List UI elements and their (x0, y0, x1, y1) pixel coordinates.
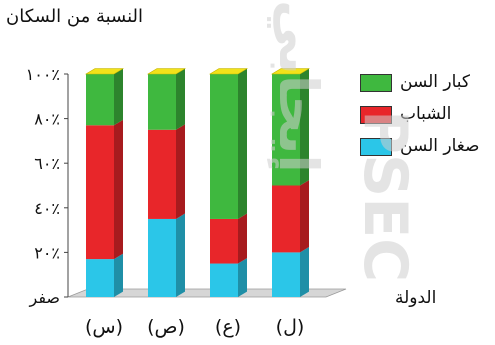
bar-segment-children (210, 263, 238, 297)
bar-side-youth (238, 213, 247, 264)
bar-side-children (114, 253, 123, 297)
bar-side-elderly (300, 68, 309, 186)
x-category-label: (ع) (215, 316, 241, 338)
y-tick-label: ٤٠٪ (34, 199, 60, 218)
bar-side-children (238, 258, 247, 297)
bar-top-cap (146, 68, 187, 75)
bar-segment-elderly (86, 74, 114, 126)
legend-swatch-elderly (360, 74, 392, 92)
y-tick-label: ٨٠٪ (34, 110, 60, 129)
bar-top-cap (84, 68, 125, 75)
y-axis-title: النسبة من السكان (6, 6, 144, 27)
x-axis-title: الدولة (395, 288, 436, 308)
y-tick-label: ١٠٠٪ (26, 65, 60, 84)
y-tick-label: صفر (28, 288, 60, 308)
legend-label-youth: الشباب (400, 104, 452, 124)
bar-segment-elderly (148, 74, 176, 130)
bar-segment-children (272, 252, 300, 297)
legend-swatch-youth (360, 106, 392, 124)
x-category-label: (س) (85, 316, 123, 338)
legend-label-children: صغار السن (400, 136, 480, 156)
y-tick-label: ٢٠٪ (34, 243, 60, 262)
bar-side-elderly (238, 68, 247, 219)
legend-swatch-children (360, 138, 392, 156)
bar-segment-elderly (210, 74, 238, 219)
bar-segment-youth (86, 125, 114, 260)
legend-label-elderly: كبار السن (400, 72, 471, 92)
bar-side-youth (114, 119, 123, 260)
bar-side-youth (176, 124, 185, 219)
bar-segment-youth (272, 185, 300, 253)
bar-side-youth (300, 180, 309, 253)
legend-item-youth: الشباب (356, 102, 488, 134)
x-category-label: (ل) (276, 316, 305, 338)
bar-side-children (176, 213, 185, 297)
bar-side-elderly (114, 68, 123, 126)
bar-top-cap (208, 68, 249, 75)
y-tick-label: ٦٠٪ (34, 154, 60, 173)
bar-segment-children (86, 259, 114, 297)
bar-segment-youth (148, 129, 176, 219)
legend-item-elderly: كبار السن (356, 70, 488, 102)
bar-segment-children (148, 218, 176, 297)
legend-item-children: صغار السن (356, 134, 488, 166)
bar-side-children (300, 247, 309, 297)
bar-side-elderly (176, 68, 185, 130)
x-category-label: (ص) (147, 316, 185, 338)
bar-segment-elderly (272, 74, 300, 186)
bar-segment-youth (210, 218, 238, 264)
bar-top-cap (270, 68, 311, 75)
legend: كبار السن الشباب صغار السن (356, 70, 488, 166)
